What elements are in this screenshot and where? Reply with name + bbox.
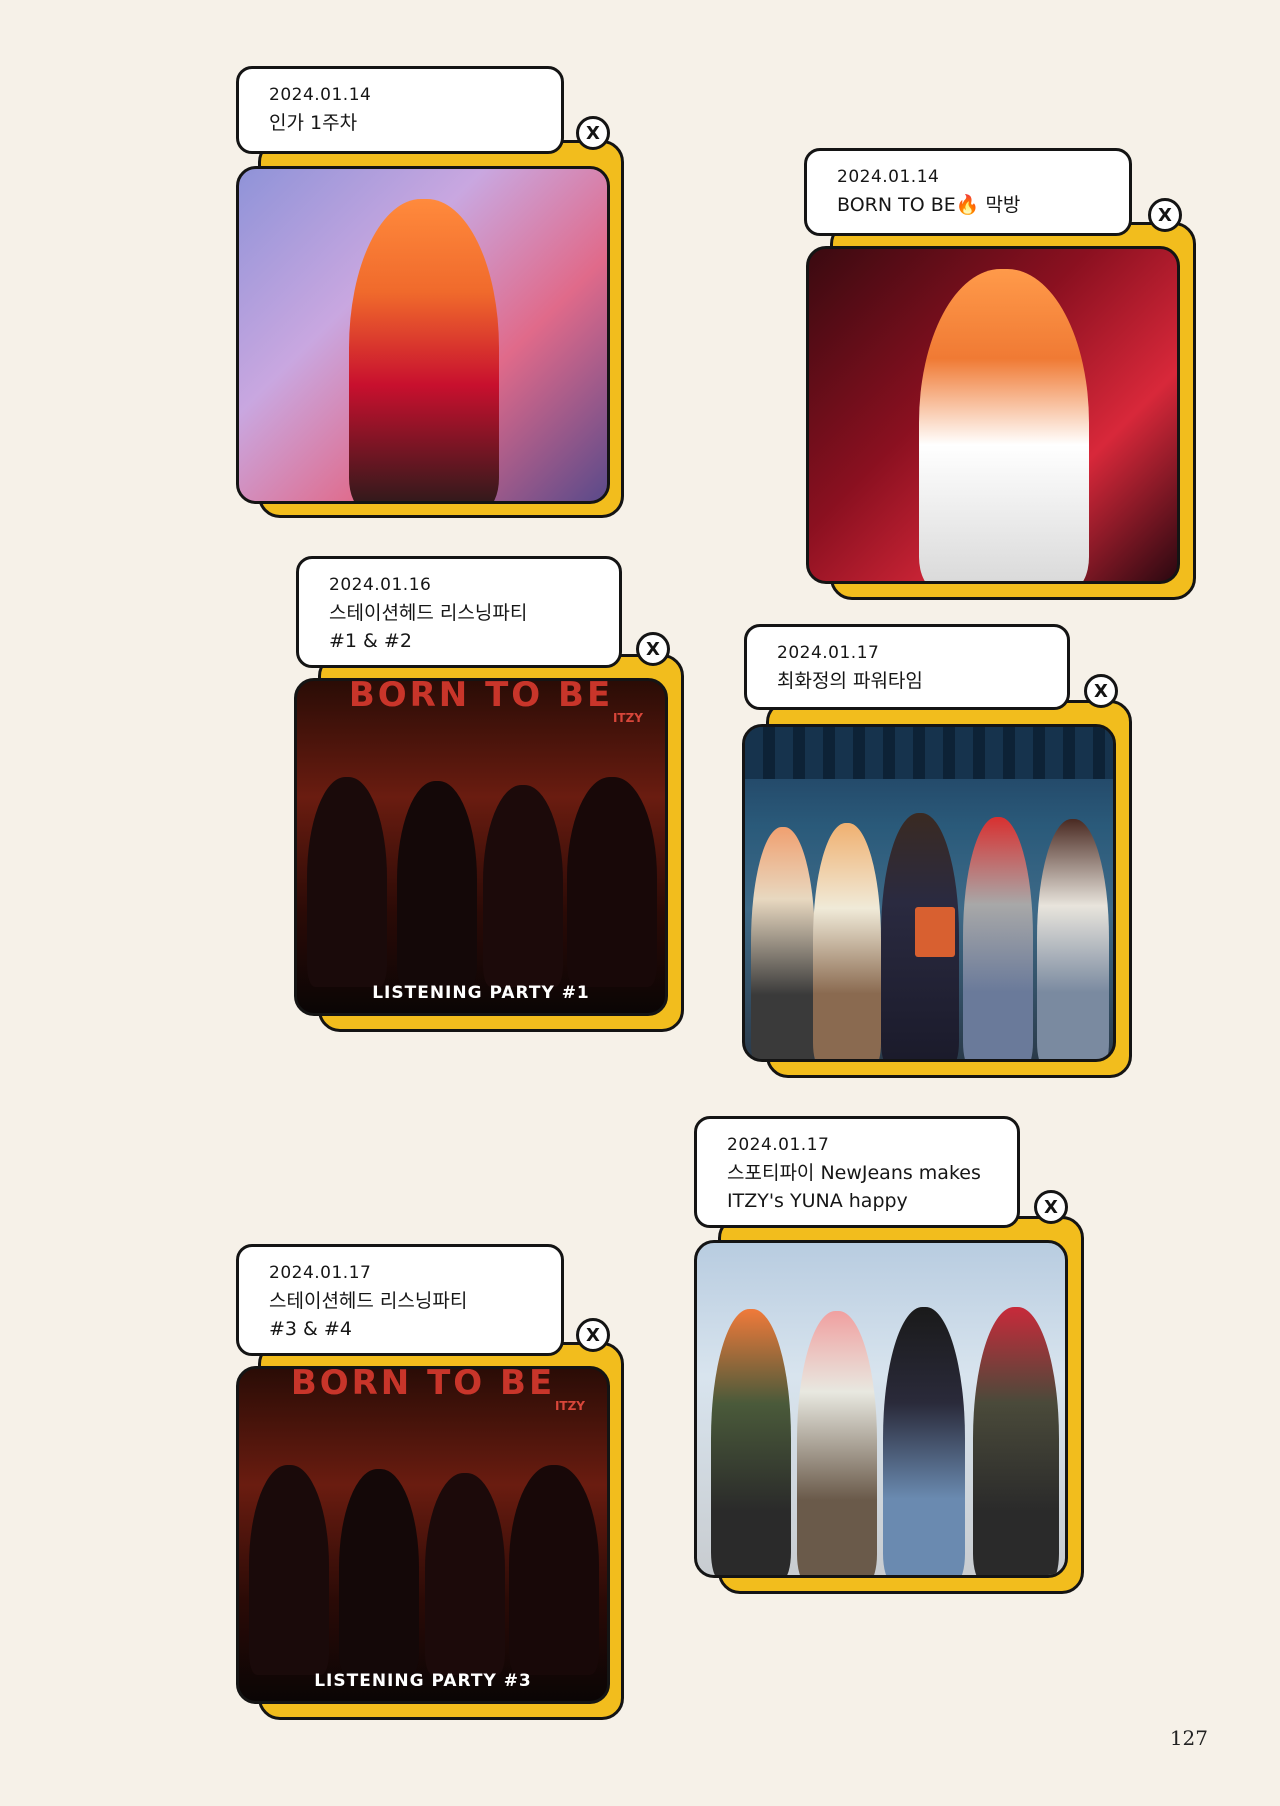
- poster-banner: LISTENING PARTY #3: [314, 1671, 532, 1691]
- member-figure: [249, 1465, 329, 1675]
- card-label: 2024.01.17 최화정의 파워타임: [744, 624, 1070, 710]
- card-caption-line2: #1 & #2: [329, 630, 412, 652]
- card-caption: 스테이션헤드 리스닝파티: [269, 1290, 468, 1312]
- performer-figure: [919, 269, 1089, 581]
- close-icon[interactable]: X: [1084, 674, 1118, 708]
- book-prop: [915, 907, 955, 957]
- card-date: 2024.01.14: [837, 167, 940, 187]
- card-photo: [694, 1240, 1068, 1578]
- member-figure: [813, 823, 881, 1059]
- member-figure: [711, 1309, 791, 1575]
- card-caption-line2: ITZY's YUNA happy: [727, 1190, 908, 1212]
- page-number: 127: [1169, 1726, 1208, 1750]
- member-figure: [797, 1311, 877, 1575]
- performer-figure: [349, 199, 499, 501]
- member-figure: [483, 785, 563, 987]
- card-date: 2024.01.16: [329, 575, 432, 595]
- member-figure: [973, 1307, 1059, 1575]
- poster-title: BORN TO BE: [348, 678, 614, 715]
- card-caption: BORN TO BE🔥 막방: [837, 194, 1021, 216]
- member-figure: [963, 817, 1033, 1059]
- member-figure: [397, 781, 477, 987]
- close-icon[interactable]: X: [576, 1318, 610, 1352]
- member-figure: [1037, 819, 1109, 1059]
- close-icon[interactable]: X: [576, 116, 610, 150]
- card-date: 2024.01.17: [727, 1135, 830, 1155]
- member-figure: [751, 827, 815, 1059]
- poster-title: BORN TO BE: [290, 1366, 556, 1403]
- card-date: 2024.01.14: [269, 85, 372, 105]
- card-date: 2024.01.17: [777, 643, 880, 663]
- card-caption: 최화정의 파워타임: [777, 670, 923, 692]
- card-caption: 인가 1주차: [269, 112, 358, 134]
- member-figure: [307, 777, 387, 987]
- card-photo: BORN TO BE ITZY LISTENING PARTY #1: [294, 678, 668, 1016]
- studio-ceiling: [745, 727, 1113, 779]
- member-figure: [509, 1465, 599, 1675]
- card-photo: [806, 246, 1180, 584]
- poster-banner: LISTENING PARTY #1: [372, 983, 590, 1003]
- card-label: 2024.01.14 인가 1주차: [236, 66, 564, 154]
- member-figure: [567, 777, 657, 987]
- card-photo: [236, 166, 610, 504]
- card-label: 2024.01.16 스테이션헤드 리스닝파티 #1 & #2: [296, 556, 622, 668]
- member-figure: [425, 1473, 505, 1675]
- poster-artist: ITZY: [612, 711, 643, 725]
- close-icon[interactable]: X: [1034, 1190, 1068, 1224]
- close-icon[interactable]: X: [636, 632, 670, 666]
- card-label: 2024.01.17 스테이션헤드 리스닝파티 #3 & #4: [236, 1244, 564, 1356]
- member-figure: [339, 1469, 419, 1675]
- card-caption: 스테이션헤드 리스닝파티: [329, 602, 528, 624]
- member-figure: [883, 1307, 965, 1575]
- card-label: 2024.01.17 스포티파이 NewJeans makes ITZY's Y…: [694, 1116, 1020, 1228]
- card-photo: [742, 724, 1116, 1062]
- card-label: 2024.01.14 BORN TO BE🔥 막방: [804, 148, 1132, 236]
- card-date: 2024.01.17: [269, 1263, 372, 1283]
- card-photo: BORN TO BE ITZY LISTENING PARTY #3: [236, 1366, 610, 1704]
- close-icon[interactable]: X: [1148, 198, 1182, 232]
- card-caption-line2: #3 & #4: [269, 1318, 352, 1340]
- card-caption: 스포티파이 NewJeans makes: [727, 1162, 981, 1184]
- poster-artist: ITZY: [554, 1399, 585, 1413]
